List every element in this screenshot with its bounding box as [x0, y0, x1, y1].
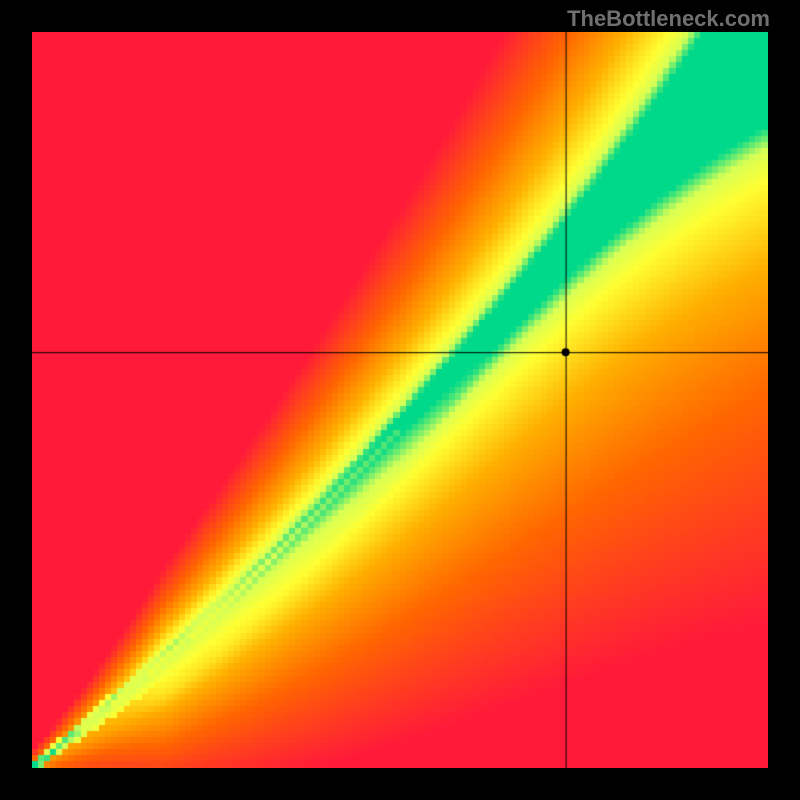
- watermark-text: TheBottleneck.com: [567, 6, 770, 32]
- chart-container: TheBottleneck.com: [0, 0, 800, 800]
- bottleneck-heatmap: [32, 32, 768, 768]
